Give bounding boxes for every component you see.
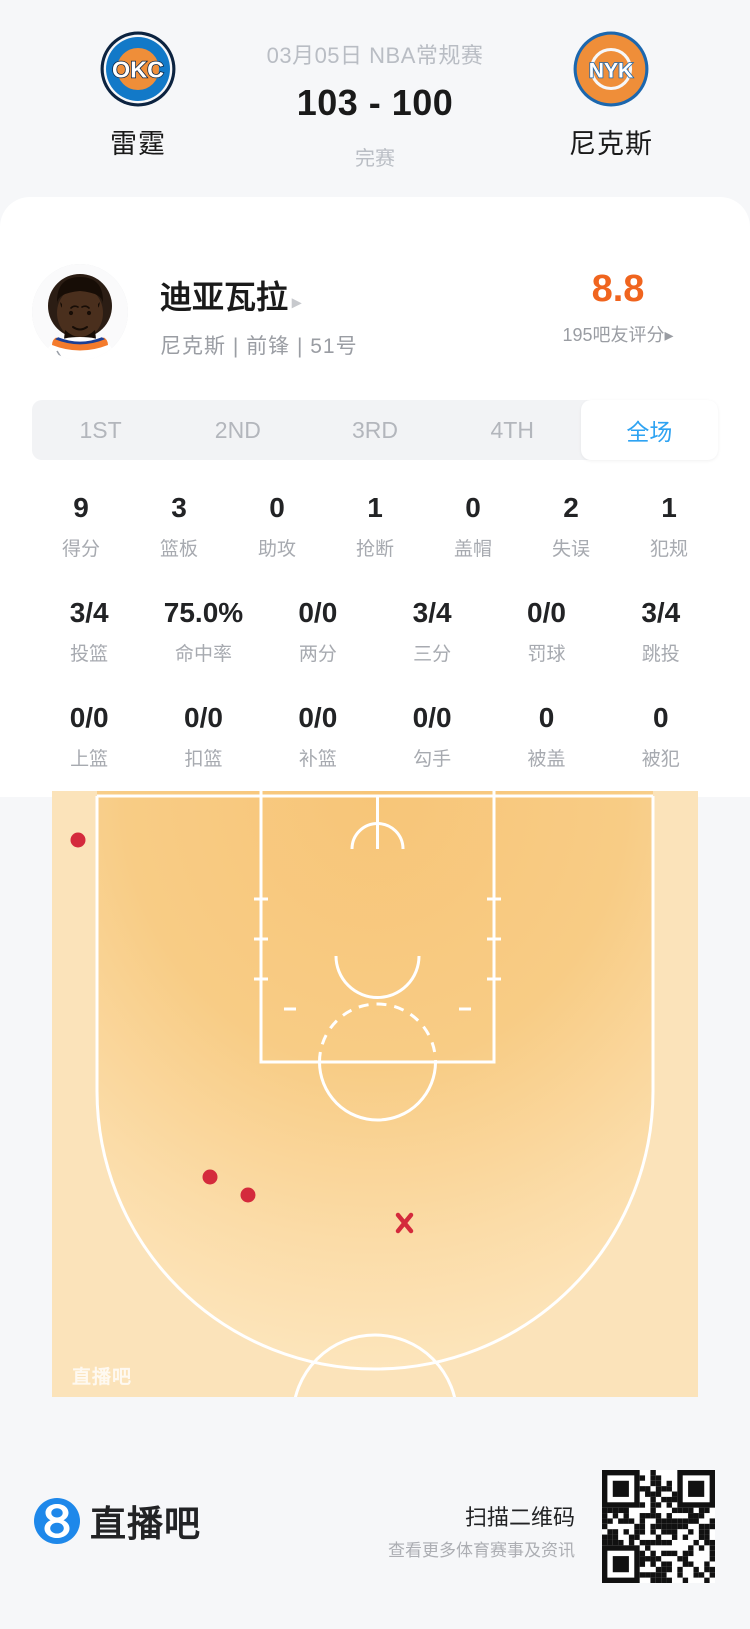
svg-text:直播吧: 直播吧 [72,1365,132,1388]
svg-text:NYK: NYK [589,60,633,83]
svg-text:OKC: OKC [112,57,164,83]
